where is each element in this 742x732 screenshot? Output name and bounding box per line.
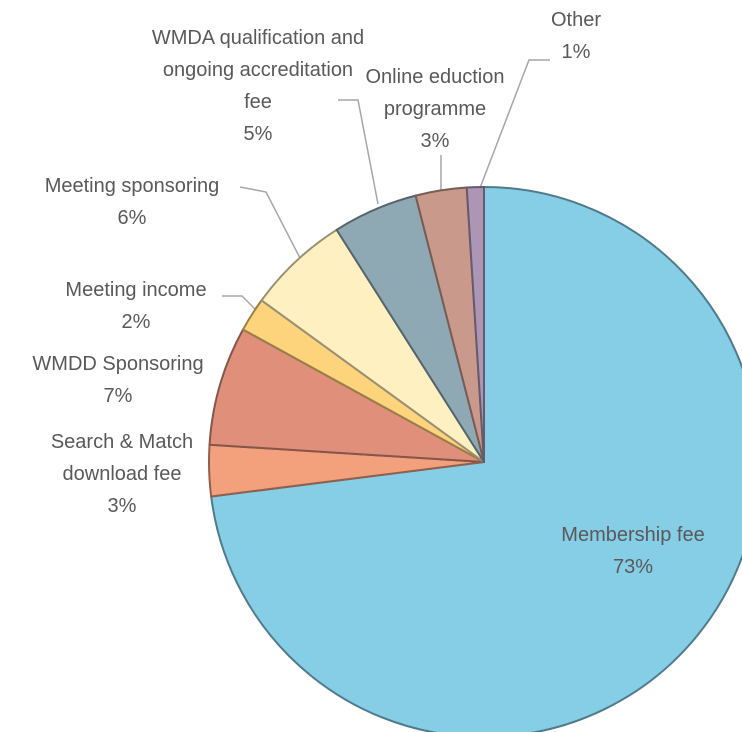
category-label: Meeting income (65, 279, 207, 301)
leader-line (479, 59, 550, 189)
category-label: Online eduction programme (365, 66, 505, 120)
value-label: 1% (561, 41, 591, 63)
pie-slice (208, 328, 485, 463)
leader-line (338, 99, 379, 205)
value-label: 5% (243, 123, 273, 145)
category-label: Meeting sponsoring (44, 175, 220, 197)
data-label-box: Online eduction programme 3% (348, 61, 523, 157)
data-label-box: Membership fee 73% (523, 519, 742, 583)
data-label: Search & Match download fee 3% (35, 426, 210, 522)
value-label: 73% (612, 556, 654, 578)
value-label: 2% (121, 311, 151, 333)
data-label: Online eduction programme 3% (348, 61, 523, 157)
pie-slice (210, 186, 742, 732)
category-label: Search & Match download fee (50, 431, 194, 485)
data-label: Meeting income 2% (36, 274, 236, 338)
category-label: WMDA qualification and ongoing accredita… (151, 27, 365, 113)
category-label: Other (550, 9, 602, 31)
data-label-box: Meeting sponsoring 6% (17, 170, 247, 234)
value-label: 6% (117, 207, 147, 229)
data-label: WMDA qualification and ongoing accredita… (149, 22, 367, 150)
value-label: 3% (107, 495, 137, 517)
data-label-box: WMDA qualification and ongoing accredita… (149, 22, 367, 150)
data-label-box: Meeting income 2% (36, 274, 236, 338)
leader-line (222, 295, 259, 313)
category-label: Membership fee (561, 524, 705, 546)
data-label-box: Other 1% (536, 4, 616, 68)
data-label-box: Search & Match download fee 3% (35, 426, 210, 522)
pie-slice (465, 186, 485, 463)
value-label: 7% (103, 385, 133, 407)
data-label: WMDD Sponsoring 7% (8, 348, 228, 412)
data-label: Meeting sponsoring 6% (17, 170, 247, 234)
data-label-box: WMDD Sponsoring 7% (8, 348, 228, 412)
data-label: Membership fee 73% (523, 519, 742, 583)
leader-lines (222, 59, 550, 313)
pie (208, 186, 742, 732)
data-label: Other 1% (536, 4, 616, 68)
value-label: 3% (420, 130, 450, 152)
leader-line (239, 186, 301, 259)
category-label: WMDD Sponsoring (32, 353, 204, 375)
